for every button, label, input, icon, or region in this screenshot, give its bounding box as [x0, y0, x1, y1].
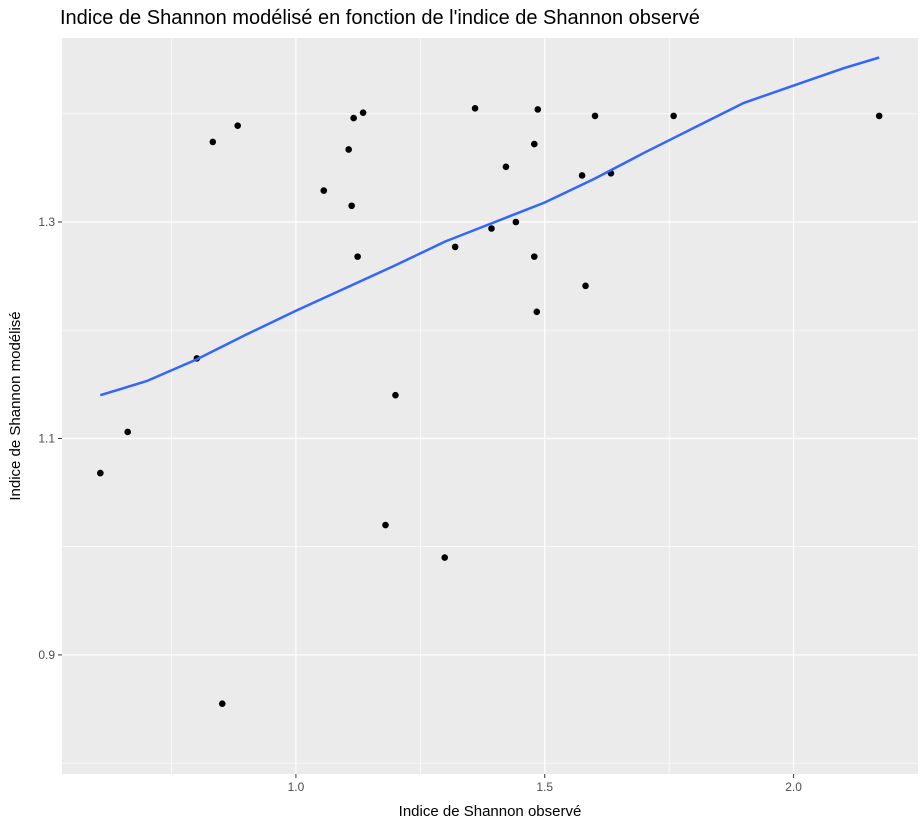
- x-tick-label: 1.5: [536, 780, 553, 794]
- data-point: [320, 187, 328, 194]
- y-tick-label: 1.1: [38, 431, 55, 445]
- plot-panel: [62, 38, 918, 774]
- data-point: [234, 122, 241, 129]
- x-tick-label: 1.0: [288, 780, 305, 794]
- y-tick-label: 1.3: [38, 215, 55, 229]
- data-point: [218, 700, 226, 707]
- trend-line: [99, 56, 880, 397]
- data-point: [392, 391, 399, 399]
- data-point: [471, 105, 479, 112]
- data-point: [350, 114, 357, 122]
- data-point: [582, 282, 589, 290]
- data-point: [502, 163, 510, 171]
- x-axis-ticks: 1.0 1.5 2.0: [288, 774, 802, 794]
- data-point: [578, 172, 586, 179]
- data-point: [591, 112, 599, 120]
- data-point: [345, 146, 352, 153]
- data-point: [530, 140, 538, 148]
- data-point: [451, 243, 459, 251]
- data-point: [534, 106, 542, 113]
- grid-minor: [62, 38, 918, 774]
- data-point: [670, 112, 677, 120]
- y-axis-ticks: 0.9 1.1 1.3: [38, 215, 62, 662]
- data-point: [512, 218, 520, 226]
- data-point: [875, 112, 883, 120]
- x-axis-title: Indice de Shannon observé: [399, 803, 582, 820]
- data-point: [209, 138, 217, 146]
- data-points: [97, 105, 883, 707]
- data-point: [359, 109, 367, 116]
- chart-title: Indice de Shannon modélisé en fonction d…: [60, 7, 700, 29]
- data-point: [441, 554, 449, 561]
- data-point: [348, 202, 355, 210]
- y-tick-label: 0.9: [38, 648, 55, 662]
- data-point: [382, 521, 389, 529]
- grid-major: [62, 38, 918, 774]
- data-point: [533, 308, 541, 316]
- data-point: [97, 469, 104, 477]
- data-point: [354, 253, 361, 260]
- data-point: [124, 428, 131, 436]
- y-axis-title: Indice de Shannon modélisé: [7, 311, 24, 500]
- x-tick-label: 2.0: [785, 780, 802, 794]
- data-point: [530, 253, 538, 260]
- data-point: [488, 225, 495, 232]
